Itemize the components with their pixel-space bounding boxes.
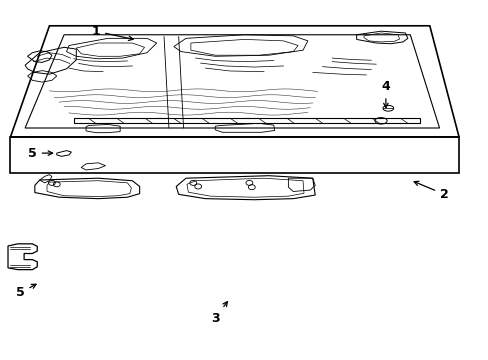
- Text: 5: 5: [28, 147, 53, 159]
- Text: 4: 4: [381, 80, 389, 108]
- Text: 3: 3: [210, 302, 227, 325]
- Text: 5: 5: [16, 284, 36, 300]
- Text: 2: 2: [413, 181, 448, 201]
- Text: 1: 1: [91, 25, 133, 40]
